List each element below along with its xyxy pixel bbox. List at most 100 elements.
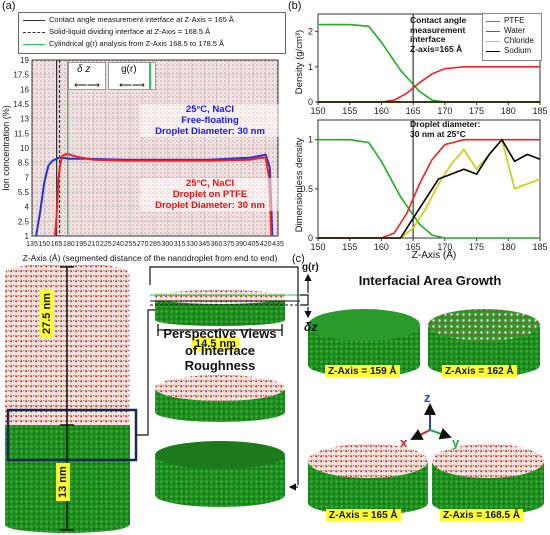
z-axis-label: z [424, 390, 431, 405]
series-line [318, 138, 540, 239]
legend-line-solid [23, 20, 45, 21]
y-tick-label: 11.5 [14, 129, 30, 138]
y-axis-label-c: y [452, 435, 460, 450]
panel-c-graphics: z x y [5, 265, 544, 533]
x-tick-label: 240 [112, 241, 124, 248]
legend-line-green [23, 44, 45, 45]
growth-disc-168 [432, 444, 544, 515]
x-axis-label-c: x [400, 435, 408, 450]
panel-b-label: (b) [288, 0, 302, 12]
annot-line: 25°C, NaCl [185, 104, 235, 115]
x-tick-label: 155 [342, 242, 357, 252]
x-axis-label: Z-Axis (Å) (segmented distance of the na… [23, 253, 278, 263]
y-tick-label: 0 [308, 233, 313, 243]
annot-line: Z-axis=165 Å [410, 43, 463, 54]
y-tick-label: 17.5 [13, 71, 29, 80]
y-tick-label: 14.5 [13, 100, 29, 109]
x-tick-label: 185 [532, 106, 547, 116]
annotation-on-ptfe: 25°C, NaCl Droplet on PTFE Droplet Diame… [140, 178, 280, 211]
x-tick-label: 315 [174, 241, 186, 248]
disc-top [155, 375, 285, 401]
y-tick-label: 1 [308, 62, 313, 72]
y-tick-label: 0 [308, 97, 313, 107]
disc-bottom [155, 402, 285, 422]
y-tick-label: 10 [20, 144, 29, 153]
legend-entry-1: Contact angle measurement interface at Z… [23, 15, 283, 27]
x-tick-label: 170 [437, 242, 452, 252]
y-tick-label: 1 [308, 135, 313, 145]
perspective-title-block: Perspective Views [155, 326, 285, 341]
x-tick-label: 165 [406, 242, 421, 252]
annot-line: measurement [410, 24, 466, 35]
x-tick-label: 210 [88, 241, 100, 248]
legend-swatch [486, 31, 500, 32]
x-tick-label: 160 [374, 242, 389, 252]
annotation-droplet-diameter: Droplet diameter: 30 nm at 25°C [410, 119, 480, 139]
panel-b: (b) 0 1 2 150 155 160 165 170 175 180 185 0 0.5 1 150… [288, 0, 550, 265]
tag-z165: Z-Axis = 165 Å [326, 509, 401, 522]
x-tick-label: 345 [198, 241, 210, 248]
delta-z-arrow: ⟵⟶ [74, 80, 100, 90]
x-tick-label: 175 [469, 106, 484, 116]
legend-swatch [486, 41, 500, 42]
slab-water [155, 293, 285, 301]
disc-top [432, 444, 544, 478]
legend-line-dashed [23, 32, 45, 33]
y-tick-label: 2.5 [18, 217, 30, 226]
perspective-line: Roughness [184, 358, 256, 373]
legend-text: Water [504, 26, 526, 35]
perspective-disc [155, 375, 285, 422]
gr-green-mark [149, 63, 151, 89]
y-tick-label: 8.5 [18, 159, 30, 168]
slab-bottom-edge [155, 314, 285, 326]
connector-line [136, 309, 155, 436]
width-label-14-5nm: 14.5 nm [192, 337, 239, 351]
x-tick-label: 180 [63, 241, 75, 248]
plot-frame [31, 59, 279, 237]
y-tick-label: 0.5 [300, 184, 313, 194]
b-x-label: Z-Axis (Å) [412, 248, 456, 261]
panel-a-legend: Contact angle measurement interface at Z… [18, 12, 286, 54]
x-tick-label: 360 [211, 241, 223, 248]
x-tick-label: 135 [26, 241, 38, 248]
slab-top [149, 266, 312, 491]
x-tick-label: 390 [235, 241, 247, 248]
series-line [318, 66, 540, 103]
legend-text: Contact angle measurement interface at Z… [49, 15, 234, 24]
x-tick-label: 150 [310, 242, 325, 252]
panel-c-label: (c) [292, 253, 305, 265]
x-tick-label: 150 [38, 241, 50, 248]
panel-c: (c) [0, 253, 550, 535]
perspective-line: Perspective Views [163, 326, 277, 341]
panel-a: (a) Contact angle measurement interface … [0, 0, 286, 265]
annotation-contact-interface: Contact angle measurement interface Z-ax… [410, 15, 466, 54]
x-tick-label: 435 [272, 241, 284, 248]
y-axis-arrow [429, 428, 452, 440]
y-tick-label: 2 [308, 27, 313, 37]
annot-line: Droplet on PTFE [172, 189, 248, 200]
x-tick-label: 180 [501, 106, 516, 116]
annot-line: Free-floating [181, 115, 239, 126]
height-label-13nm: 13 nm [56, 463, 70, 501]
legend-text: Sodium [504, 46, 532, 55]
series-line [318, 138, 541, 239]
disc-top [428, 309, 540, 341]
legend-swatch [486, 21, 500, 22]
x-tick-label: 160 [374, 106, 389, 116]
annotation-free-floating: 25°C, NaCl Free-floating Droplet Diamete… [140, 104, 280, 137]
x-tick-label: 165 [51, 241, 63, 248]
tag-z168: Z-Axis = 168.5 Å [440, 509, 523, 522]
y-tick-label: 13 [20, 115, 29, 124]
x-tick-label: 155 [342, 106, 357, 116]
annot-line: interface [410, 34, 446, 44]
annot-line: 30 nm at 25°C [410, 128, 466, 139]
xyz-axes: z x y [400, 390, 460, 450]
delta-z-box: δ z ⟵⟶ [68, 62, 106, 90]
perspective-subtitle: of Interface Roughness [155, 343, 285, 373]
x-tick-label: 300 [161, 241, 173, 248]
x-tick-label: 255 [125, 241, 137, 248]
gr-arrow: ⟵⟶ [119, 80, 145, 90]
gr-label-c: g(r) [302, 262, 319, 273]
y-tick-label: 4 [25, 203, 30, 212]
legend-swatch [486, 51, 500, 52]
